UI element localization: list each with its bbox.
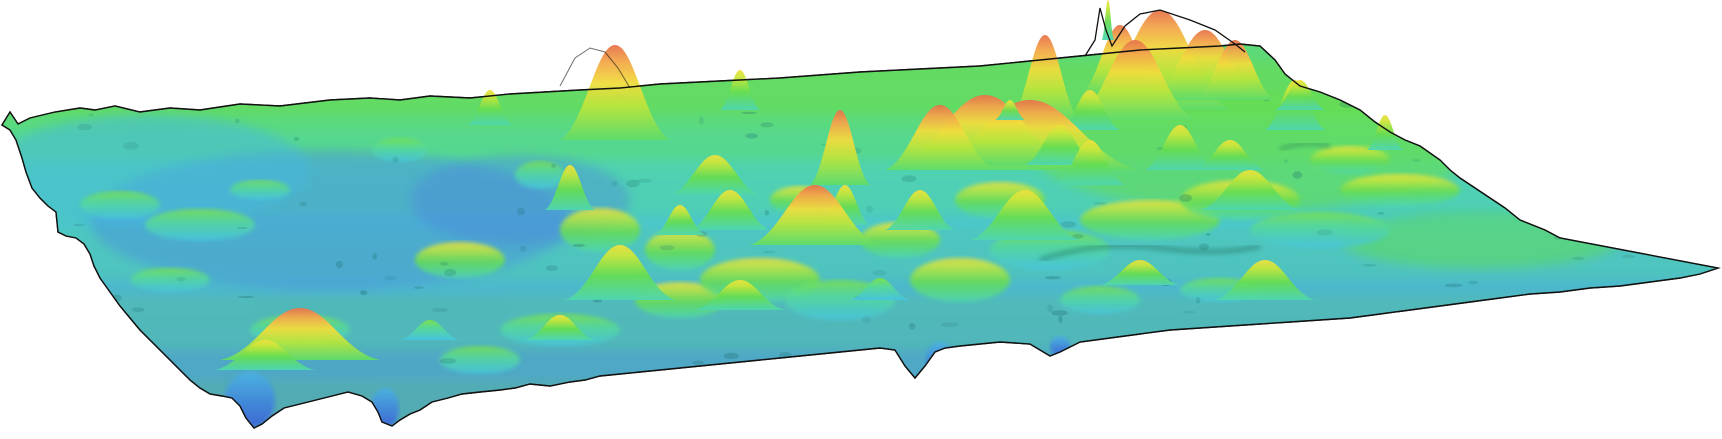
surface-peak	[545, 165, 595, 210]
surface-peak	[655, 205, 705, 235]
surface-peak	[1010, 35, 1080, 120]
surface-peak	[1055, 140, 1125, 185]
surface-peak	[1367, 115, 1403, 150]
surface-peak	[1075, 40, 1195, 120]
surface-peak	[885, 105, 995, 170]
surface-peaks	[215, 0, 1403, 370]
surface-peak	[1145, 125, 1215, 170]
ridge-outline	[1084, 7, 1246, 57]
surface-peak	[468, 90, 512, 125]
surface-peak	[1215, 260, 1315, 300]
surface-peak	[720, 70, 760, 110]
surface-peak	[995, 100, 1025, 120]
surface-peak	[1275, 80, 1325, 110]
surface-peak	[1060, 90, 1120, 130]
surface-peak	[525, 315, 595, 340]
surface-peak	[215, 340, 315, 370]
ridge-outline	[559, 47, 631, 89]
surface-peak	[1102, 0, 1114, 40]
surface-peak	[750, 185, 880, 245]
surface-peak	[565, 245, 675, 300]
surface-peak	[1100, 260, 1180, 285]
surface-peak	[970, 190, 1080, 240]
surface-peak	[885, 190, 955, 230]
surface-peak	[1195, 140, 1265, 170]
surface-peak	[690, 190, 770, 230]
surface-outline	[1, 43, 1721, 429]
surface-peak	[560, 45, 670, 140]
surface-peak	[695, 280, 785, 310]
surface-peak	[670, 155, 760, 195]
surface-peak	[1195, 40, 1275, 100]
surface-peak	[400, 320, 460, 340]
surface-peak	[1200, 170, 1300, 210]
surface-peak	[850, 278, 910, 300]
surface-peak	[810, 110, 870, 185]
